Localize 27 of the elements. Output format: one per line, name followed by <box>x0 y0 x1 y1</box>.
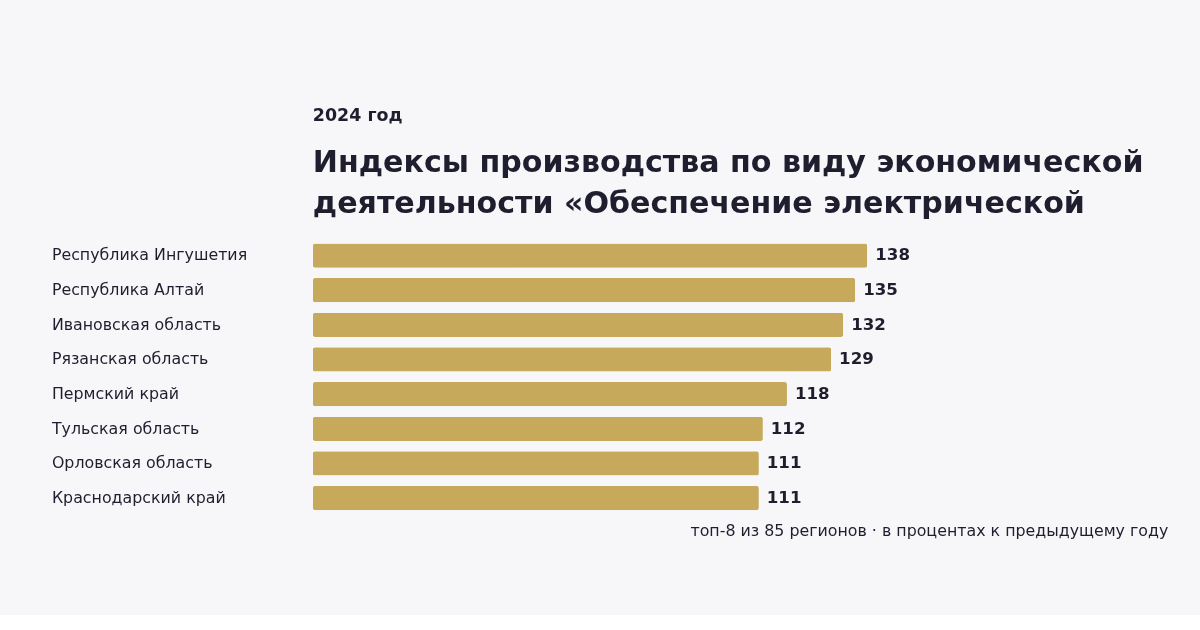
data-label: 111 <box>766 453 802 473</box>
bar <box>312 243 868 268</box>
y-tick-label: Краснодарский край <box>51 487 226 507</box>
data-label: 118 <box>794 383 830 403</box>
y-tick-label: Пермский край <box>51 383 179 403</box>
chart-title: Индексы производства по виду экономической деятельности «Обеспечение электрической <box>312 143 1144 220</box>
bar <box>312 416 763 441</box>
y-tick-label: Республика Ингушетия <box>51 245 248 265</box>
text: топ-8 из 85 регионов · в процентах к предыдущему году <box>690 521 1169 541</box>
data-label: 111 <box>766 487 802 507</box>
y-tick-label: Орловская область <box>51 453 213 473</box>
bar <box>312 278 856 303</box>
data-label: 138 <box>875 245 910 265</box>
data-label: 132 <box>851 314 886 334</box>
data-label: 129 <box>839 349 874 369</box>
bar <box>312 485 759 511</box>
bar <box>312 347 832 372</box>
chart-subtitle: 2024 год <box>312 104 403 125</box>
data-label: 135 <box>863 279 898 299</box>
y-tick-label: Ивановская область <box>51 314 222 334</box>
y-tick-label: Республика Алтай <box>51 279 205 299</box>
bar <box>312 312 844 337</box>
y-tick-label: Рязанская область <box>51 349 209 369</box>
y-tick-label: Тульская область <box>50 418 200 438</box>
data-label: 112 <box>770 418 806 438</box>
bar <box>312 451 759 476</box>
bar <box>312 382 787 407</box>
